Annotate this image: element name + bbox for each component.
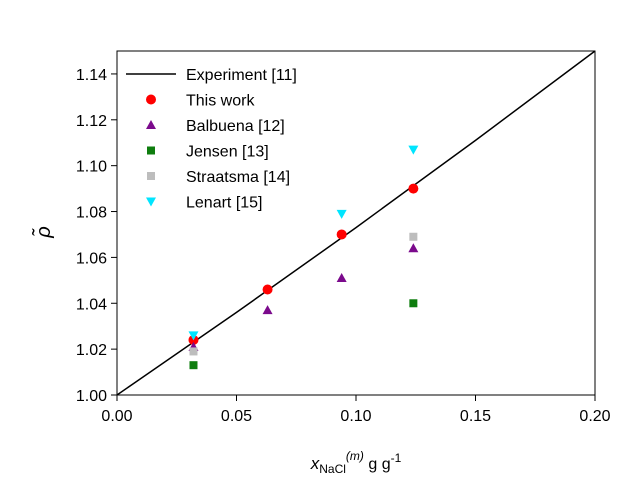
data-point-lenart-15	[188, 331, 199, 341]
data-point-jensen-13	[189, 361, 198, 370]
y-tick-label: 1.08	[76, 205, 107, 222]
x-tick-label: 0.05	[221, 408, 252, 425]
data-point-this-work	[262, 284, 273, 295]
data-point-straatsma-14	[189, 347, 198, 356]
x-axis-label-units-exponent: -1	[391, 451, 402, 465]
plot-area	[116, 50, 596, 396]
legend-swatch-straatsma-14	[147, 172, 155, 180]
legend-swatch-lenart-15	[146, 197, 156, 207]
x-axis-label: xNaCl(m) g g-1	[310, 449, 402, 476]
data-point-this-work	[336, 229, 347, 240]
legend: Experiment [11] This work Balbuena [12] Jen…	[126, 67, 297, 212]
x-tick-label: 0.10	[340, 408, 371, 425]
data-point-lenart-15	[336, 209, 347, 219]
y-tick-label: 1.14	[76, 67, 107, 84]
x-tick-label: 0.20	[579, 408, 610, 425]
legend-label-lenart-15: Lenart [15]	[186, 195, 263, 212]
legend-label-this-work: This work	[186, 93, 255, 110]
y-tick-label: 1.06	[76, 250, 107, 267]
data-point-jensen-13	[409, 299, 418, 308]
x-axis-label-units: g g	[364, 456, 391, 473]
data-point-balbuena-12	[336, 273, 347, 283]
x-axis-label-superscript: (m)	[346, 449, 364, 463]
data-point-balbuena-12	[408, 243, 419, 253]
y-tick-label: 1.12	[76, 113, 107, 130]
legend-label-experiment-11: Experiment [11]	[186, 67, 297, 84]
axes: 0.00 0.05 0.10 0.15 0.20 1.00 1.02 1.04 1.06 1.08…	[76, 50, 611, 425]
legend-label-jensen-13: Jensen [13]	[186, 144, 269, 161]
legend-swatch-balbuena-12	[146, 120, 156, 129]
x-axis-label-subscript: NaCl	[319, 462, 346, 476]
data-point-straatsma-14	[409, 232, 418, 241]
data-point-this-work	[408, 183, 419, 194]
x-tick-label: 0.00	[101, 408, 132, 425]
y-tick-label: 1.10	[76, 159, 107, 176]
x-tick-label: 0.15	[460, 408, 491, 425]
y-tick-label: 1.02	[76, 342, 107, 359]
legend-swatch-jensen-13	[147, 146, 155, 155]
legend-label-straatsma-14: Straatsma [14]	[186, 169, 290, 186]
legend-swatch-this-work	[146, 94, 156, 105]
legend-label-balbuena-12: Balbuena [12]	[186, 118, 285, 135]
x-axis-label-symbol: x	[310, 454, 320, 473]
y-axis-label: ρ̃	[31, 226, 55, 238]
data-point-balbuena-12	[262, 305, 273, 315]
y-tick-label: 1.00	[76, 388, 107, 405]
data-point-lenart-15	[408, 145, 419, 155]
y-tick-label: 1.04	[76, 296, 107, 313]
